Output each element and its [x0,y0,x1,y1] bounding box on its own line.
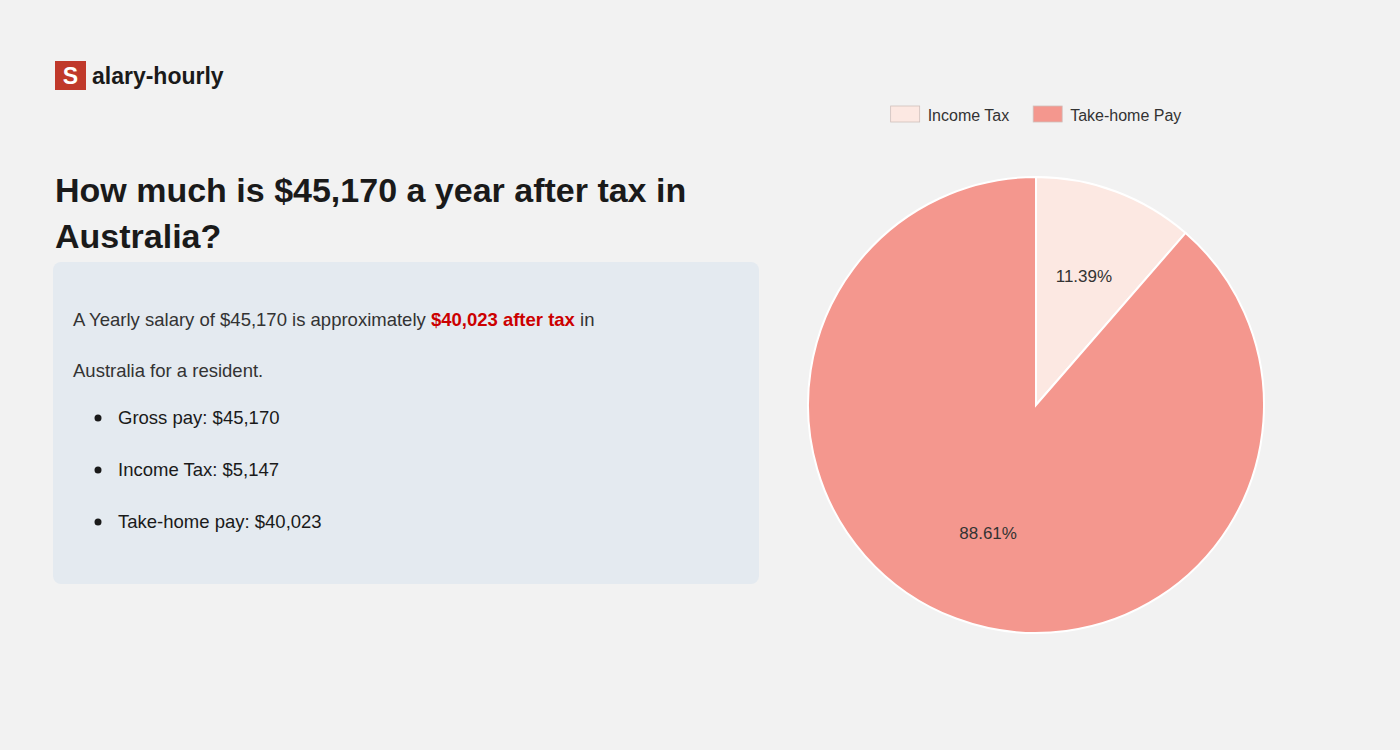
legend-label: Take-home Pay [1070,107,1181,124]
legend-swatch [1033,106,1062,122]
legend: Income Tax Take-home Pay [891,106,1182,124]
title-line: Australia? [55,217,221,255]
bullet-dot [95,467,102,474]
info-box [53,262,759,584]
info-line: A Yearly salary of $45,170 is approximat… [73,309,594,330]
logo-box [55,61,86,90]
bullet-dot [95,415,102,422]
bullet-text: Take-home pay: $40,023 [118,511,322,532]
info-line: Australia for a resident. [73,360,263,381]
logo-letter: S [63,63,78,89]
legend-item: Take-home Pay [1033,106,1181,124]
logo-text: alary-hourly [92,63,224,89]
legend-item: Income Tax [891,106,1010,124]
bullet-text: Income Tax: $5,147 [118,459,279,480]
legend-label: Income Tax [928,107,1010,124]
info-text: in [575,309,595,330]
legend-swatch [891,106,920,122]
bullet-text: Gross pay: $45,170 [118,407,279,428]
title: How much is $45,170 a year after tax in A… [55,171,686,255]
info-text: A Yearly salary of $45,170 is approximat… [73,309,431,330]
info-highlight: $40,023 after tax [431,309,576,330]
data-label: 88.61% [959,524,1017,543]
pie-slice [808,177,1264,633]
pie [808,177,1264,633]
data-label: 11.39% [1056,267,1112,286]
title-line: How much is $45,170 a year after tax in [55,171,686,209]
chart: Salary-hourly How much is $45,170 a year … [0,0,1400,750]
text-panel: Salary-hourly How much is $45,170 a year … [53,61,759,584]
data-labels: 11.39% 88.61% [959,267,1112,542]
bullet-dot [95,519,102,526]
